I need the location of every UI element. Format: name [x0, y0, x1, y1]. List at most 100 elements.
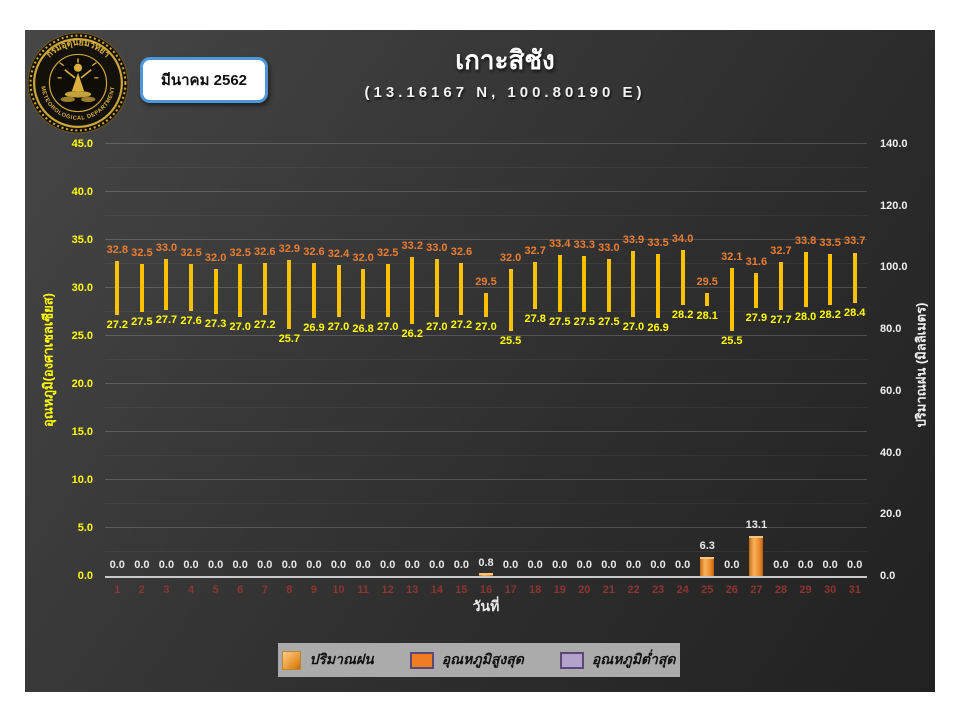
right-axis-tick: 100.0 [880, 261, 908, 274]
gridline-major [105, 527, 867, 528]
tmin-label: 28.2 [671, 309, 694, 322]
tmax-label: 33.5 [819, 237, 841, 250]
tmin-label: 28.2 [819, 309, 841, 322]
rain-label: 0.0 [552, 559, 568, 571]
gridline-minor [105, 503, 867, 504]
gridline-major [105, 479, 867, 480]
day-tick: 16 [479, 584, 493, 596]
tmin-label: 27.3 [204, 317, 227, 330]
temp-range-bar [238, 264, 243, 317]
day-tick: 1 [114, 584, 121, 596]
temp-range-bar [459, 263, 464, 315]
gridline-major [105, 191, 867, 192]
right-axis-tick: 20.0 [880, 508, 902, 521]
rain-label: 0.0 [330, 559, 347, 571]
temp-range-bar [656, 254, 661, 318]
rain-label: 13.1 [745, 518, 768, 531]
tmin-label: 26.9 [647, 321, 669, 334]
tmin-label: 28.1 [696, 310, 718, 323]
left-axis-tick: 10.0 [71, 474, 93, 486]
left-axis-tick: 20.0 [71, 378, 93, 390]
temp-range-bar [582, 256, 587, 312]
rain-label: 0.0 [601, 559, 617, 571]
tmin-label: 25.5 [499, 335, 522, 348]
day-tick: 28 [774, 584, 788, 596]
tmin-label: 27.8 [524, 313, 546, 326]
temp-range-bar [410, 257, 415, 325]
rain-label: 0.0 [625, 559, 642, 571]
day-tick: 8 [286, 584, 293, 596]
tmax-label: 32.0 [352, 251, 374, 264]
tmax-label: 32.1 [721, 250, 743, 263]
rain-label: 0.0 [232, 559, 248, 571]
tmax-label: 32.5 [131, 247, 153, 259]
right-axis-tick: 80.0 [880, 323, 902, 336]
rain-label: 0.0 [724, 559, 740, 571]
temp-range-bar [139, 264, 144, 312]
temp-range-bar [287, 260, 292, 330]
rain-label: 0.0 [158, 559, 175, 571]
legend-label-tmin: อุณหภูมิต่ำสุด [591, 651, 676, 667]
temp-range-bar [754, 272, 759, 309]
day-tick: 19 [553, 584, 566, 596]
legend-item-tmax: อุณหภูมิสูงสุด [409, 649, 524, 671]
tmax-label: 29.5 [696, 275, 718, 288]
rain-label: 0.0 [650, 559, 666, 571]
gridline-major [105, 335, 867, 336]
rain-label: 0.0 [502, 559, 519, 571]
day-tick: 10 [332, 584, 345, 596]
tmax-label: 33.2 [401, 240, 423, 253]
tmin-label: 27.0 [376, 320, 399, 333]
left-axis-tick: 45.0 [71, 138, 93, 150]
tmin-label: 27.6 [180, 315, 202, 328]
tmax-label: 32.8 [106, 244, 128, 257]
day-tick: 17 [504, 584, 517, 596]
temp-range-bar [508, 268, 513, 332]
tmin-label: 27.7 [770, 314, 792, 327]
deity-figure-icon [57, 58, 99, 102]
right-axis-tick: 140.0 [880, 138, 908, 150]
rain-bar [700, 556, 715, 576]
temp-range-bar [828, 254, 833, 306]
page-title: เกาะสิชัง [455, 45, 555, 75]
tmin-label: 27.0 [622, 320, 645, 333]
tmax-label: 33.8 [794, 234, 817, 247]
right-axis-tick: 0.0 [880, 570, 896, 582]
rain-label: 0.0 [207, 559, 224, 571]
temp-range-bar [606, 259, 611, 312]
tmax-label: 33.0 [155, 242, 178, 255]
day-tick: 30 [824, 584, 837, 596]
tmax-label: 32.6 [254, 246, 276, 259]
tmax-swatch-icon [409, 651, 434, 669]
rain-label: 0.0 [453, 559, 470, 571]
day-tick: 5 [212, 584, 219, 596]
temp-range-bar [385, 264, 390, 317]
day-tick: 3 [163, 584, 170, 596]
tmin-label: 28.0 [794, 311, 817, 324]
temp-range-bar [361, 268, 366, 319]
tmin-label: 27.0 [327, 320, 350, 333]
temp-range-bar [778, 262, 783, 311]
tmax-label: 33.9 [622, 233, 645, 246]
tmin-label: 27.5 [598, 316, 620, 328]
tmax-label: 32.7 [524, 245, 546, 258]
tmax-label: 31.6 [745, 255, 768, 268]
day-tick: 4 [187, 584, 195, 596]
day-tick: 2 [138, 584, 145, 596]
left-axis-tick: 35.0 [71, 234, 93, 246]
legend-item-rain: ปริมาณฝน [282, 649, 374, 671]
temp-range-bar [631, 250, 636, 317]
rain-label: 0.0 [527, 559, 543, 571]
temp-range-bar [434, 259, 439, 317]
tmax-label: 33.0 [598, 242, 620, 255]
rain-bar [479, 573, 493, 576]
tmax-label: 33.4 [549, 238, 571, 251]
temp-range-bar [189, 264, 194, 312]
tmin-label: 27.0 [229, 320, 251, 333]
rain-label: 6.3 [699, 539, 715, 552]
gridline-minor [105, 263, 867, 264]
tmax-label: 32.5 [180, 247, 202, 259]
temp-range-bar [705, 292, 710, 307]
tmin-label: 28.4 [843, 307, 866, 320]
day-tick: 12 [381, 584, 394, 596]
